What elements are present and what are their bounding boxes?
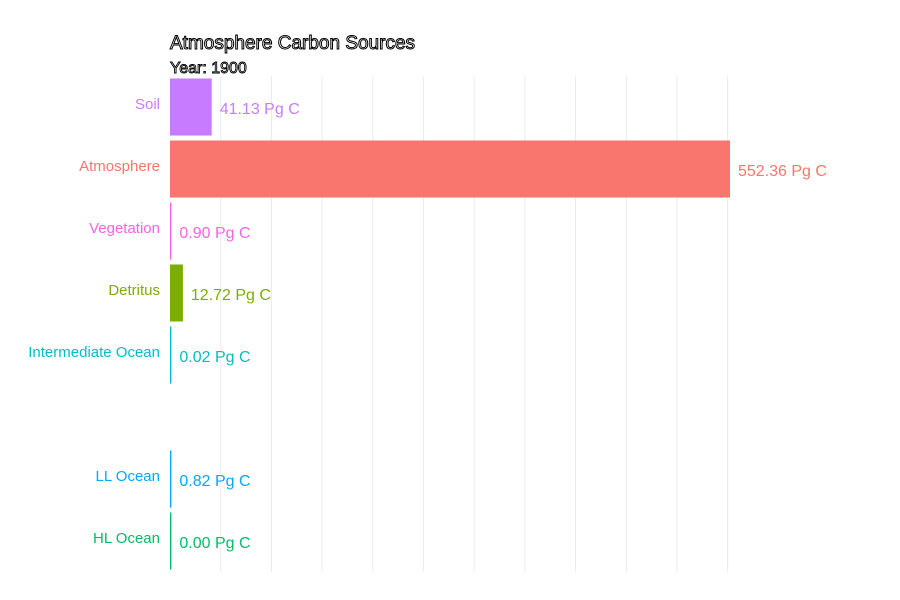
category-label: Soil bbox=[135, 96, 160, 113]
value-label: 12.72 Pg C bbox=[191, 287, 271, 304]
category-label: HL Ocean bbox=[93, 530, 160, 547]
labels: 41.13 Pg C Soil 552.36 Pg C Atmosphere 0.90 … bbox=[28, 96, 827, 552]
chart-title: Atmosphere Carbon Sources bbox=[170, 33, 415, 54]
category-label: Atmosphere bbox=[79, 158, 160, 175]
value-label: 0.82 Pg C bbox=[179, 473, 250, 490]
bar-hl-ocean bbox=[170, 512, 172, 570]
bar-ll-ocean bbox=[170, 450, 172, 508]
category-label: Detritus bbox=[108, 282, 160, 299]
value-label: 41.13 Pg C bbox=[220, 101, 300, 118]
category-label: LL Ocean bbox=[96, 468, 161, 485]
bar-vegetation bbox=[170, 202, 172, 260]
value-label: 0.02 Pg C bbox=[179, 349, 250, 366]
category-label: Vegetation bbox=[89, 220, 160, 237]
bar-atmosphere bbox=[170, 140, 730, 198]
bar-detritus bbox=[170, 264, 183, 322]
bar-soil bbox=[170, 78, 212, 136]
chart-subtitle: Year: 1900 bbox=[170, 60, 247, 77]
value-label: 552.36 Pg C bbox=[738, 163, 827, 180]
bar-intermediate-ocean bbox=[170, 326, 172, 384]
value-label: 0.90 Pg C bbox=[179, 225, 250, 242]
category-label: Intermediate Ocean bbox=[28, 344, 160, 361]
bars bbox=[170, 78, 730, 570]
value-label: 0.00 Pg C bbox=[179, 535, 250, 552]
